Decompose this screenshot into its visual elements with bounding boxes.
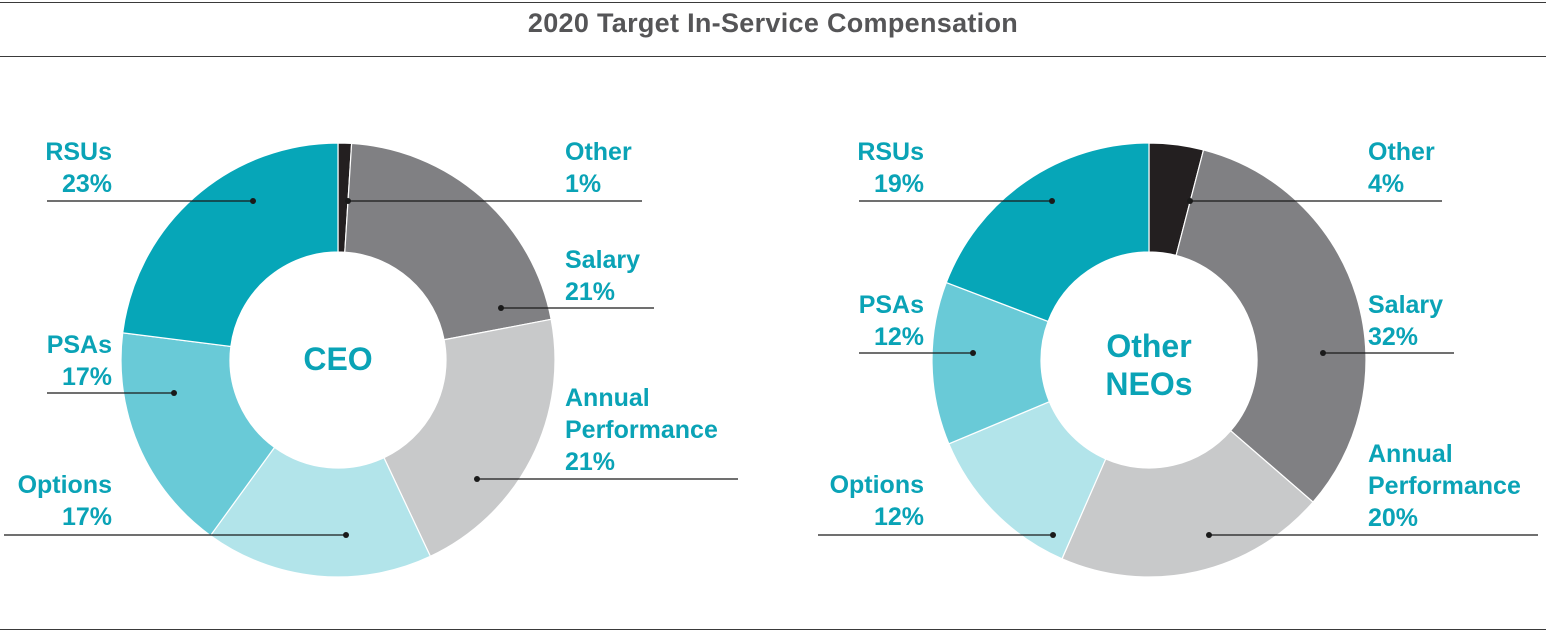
slice-label-psas: PSAs 12% xyxy=(859,291,924,351)
slice-value-label: 23% xyxy=(62,170,112,198)
slice-name-label: Other xyxy=(565,138,632,166)
slice-name-label: PSAs xyxy=(47,331,112,359)
slice-label-rsus: RSUs 19% xyxy=(857,138,924,198)
slice-label-options: Options 12% xyxy=(830,471,924,531)
slice-annual-performance xyxy=(1061,429,1314,578)
donut-chart-2: Other 4% Salary 32% Annual Performance 20% Opti… xyxy=(818,138,1538,578)
center-label: Other xyxy=(1106,328,1191,364)
slice-label-annual-performance: Annual Performance 21% xyxy=(565,384,718,476)
leader-dot-annual-performance xyxy=(1206,532,1212,538)
slice-salary xyxy=(344,142,552,341)
leader-dot-rsus xyxy=(1049,198,1055,204)
slice-rsus xyxy=(945,142,1150,323)
slice-value-label: 19% xyxy=(874,170,924,198)
leader-dot-rsus xyxy=(250,198,256,204)
slice-options xyxy=(209,446,432,578)
leader-dot-other xyxy=(345,198,351,204)
leader-dot-options xyxy=(1050,532,1056,538)
chart-title: 2020 Target In-Service Compensation xyxy=(527,8,1019,38)
slice-name-label: Salary xyxy=(565,246,640,274)
top-rule xyxy=(0,2,1546,3)
slice-name-label: Performance xyxy=(565,416,718,444)
slice-name-label: Annual xyxy=(565,384,650,412)
leader-dot-annual-performance xyxy=(474,476,480,482)
slice-label-salary: Salary 32% xyxy=(1368,291,1443,351)
leader-dot-salary xyxy=(1320,350,1326,356)
slice-value-label: 21% xyxy=(565,278,615,306)
slice-name-label: RSUs xyxy=(857,138,924,166)
slice-value-label: 17% xyxy=(62,363,112,391)
slice-value-label: 20% xyxy=(1368,504,1418,532)
slice-label-psas: PSAs 17% xyxy=(47,331,112,391)
slice-name-label: Options xyxy=(830,471,924,499)
leader-dot-psas xyxy=(171,390,177,396)
donut-chart-1: Other 1% Salary 21% Annual Performance 21% Opti… xyxy=(4,138,738,578)
leader-dot-psas xyxy=(970,350,976,356)
slice-annual-performance xyxy=(383,318,556,558)
slice-label-annual-performance: Annual Performance 20% xyxy=(1368,440,1521,532)
slice-value-label: 1% xyxy=(565,170,601,198)
title-underline xyxy=(0,56,1546,57)
slice-value-label: 32% xyxy=(1368,323,1418,351)
slice-name-label: RSUs xyxy=(45,138,112,166)
slice-name-label: Salary xyxy=(1368,291,1443,319)
leader-dot-salary xyxy=(498,305,504,311)
slice-name-label: Other xyxy=(1368,138,1435,166)
slice-label-rsus: RSUs 23% xyxy=(45,138,112,198)
slice-value-label: 12% xyxy=(874,503,924,531)
slice-value-label: 17% xyxy=(62,503,112,531)
slice-name-label: Performance xyxy=(1368,472,1521,500)
slice-name-label: PSAs xyxy=(859,291,924,319)
slice-value-label: 4% xyxy=(1368,170,1404,198)
center-label: NEOs xyxy=(1105,366,1192,402)
slice-label-salary: Salary 21% xyxy=(565,246,640,306)
slice-label-other: Other 1% xyxy=(565,138,632,198)
bottom-rule xyxy=(0,629,1546,630)
slice-name-label: Annual xyxy=(1368,440,1453,468)
slice-name-label: Options xyxy=(18,471,112,499)
center-label: CEO xyxy=(303,341,372,377)
slice-rsus xyxy=(122,142,339,348)
leader-dot-options xyxy=(343,532,349,538)
slice-salary xyxy=(1175,149,1367,503)
leader-dot-other xyxy=(1187,198,1193,204)
slice-label-options: Options 17% xyxy=(18,471,112,531)
slice-psas xyxy=(120,332,276,537)
slice-value-label: 12% xyxy=(874,323,924,351)
slice-label-other: Other 4% xyxy=(1368,138,1435,198)
slice-value-label: 21% xyxy=(565,448,615,476)
